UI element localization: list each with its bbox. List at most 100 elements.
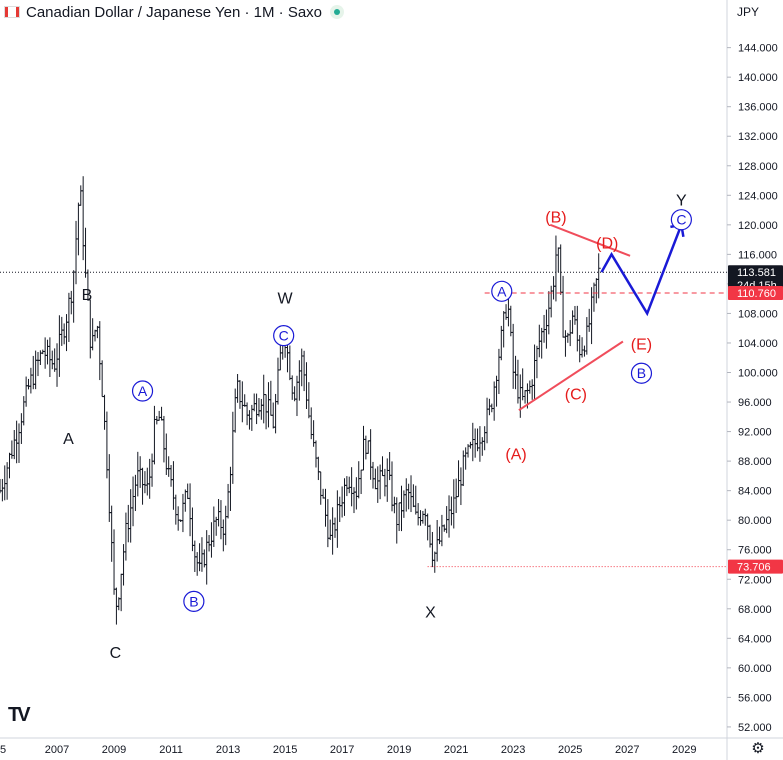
ohlc-bar — [169, 465, 174, 487]
ohlc-bar — [254, 393, 259, 425]
ohlc-bar — [435, 519, 440, 562]
y-tick-label: 76.000 — [738, 545, 772, 557]
ohlc-bar — [62, 323, 67, 345]
ohlc-bar — [109, 505, 114, 562]
ohlc-bar — [594, 278, 599, 304]
ohlc-bar — [218, 500, 223, 540]
ohlc-bar — [17, 423, 22, 463]
ohlc-bar — [430, 531, 435, 568]
wave-label-circle — [131, 380, 154, 402]
ohlc-bar — [420, 510, 425, 524]
ohlc-bar — [589, 287, 594, 345]
wave-label: (E) — [631, 336, 652, 353]
y-tick-label: 100.000 — [738, 368, 778, 380]
wave-label: W — [278, 291, 294, 308]
ohlc-bar — [447, 495, 452, 538]
ohlc-bar — [556, 247, 561, 273]
y-tick-label: 72.000 — [738, 574, 772, 586]
ohlc-bar — [572, 305, 577, 325]
current-price-tag-value: 113.581 — [737, 267, 776, 279]
ohlc-bar — [506, 295, 511, 327]
symbol-title[interactable]: Canadian Dollar / Japanese Yen · 1M · Sa… — [26, 3, 323, 21]
ohlc-bar — [90, 318, 95, 351]
ohlc-bar — [596, 253, 601, 299]
y-tick-label: 108.000 — [738, 308, 778, 320]
ohlc-bar — [147, 458, 152, 499]
x-tick-label: 2023 — [501, 744, 525, 756]
ohlc-bar — [584, 317, 589, 355]
y-tick-label: 136.000 — [738, 102, 778, 114]
ohlc-bar — [553, 235, 558, 302]
ohlc-bar — [313, 440, 318, 468]
ohlc-bar — [204, 530, 209, 585]
x-tick-label: 2025 — [558, 744, 582, 756]
ohlc-bar — [131, 476, 136, 527]
ohlc-bar — [458, 467, 463, 506]
wave-label: (B) — [545, 209, 566, 226]
settings-icon[interactable]: ⚙ — [751, 740, 765, 757]
wave-label: X — [425, 604, 436, 621]
ohlc-bar — [138, 456, 143, 488]
ohlc-bars — [0, 176, 601, 625]
ohlc-bar — [12, 430, 17, 460]
ohlc-bar — [332, 517, 337, 538]
ohlc-bar — [157, 410, 162, 421]
ohlc-bar — [74, 220, 79, 285]
ohlc-bar — [499, 325, 504, 361]
ohlc-bar — [423, 508, 428, 526]
ohlc-bar — [392, 496, 397, 514]
ohlc-bar — [551, 276, 556, 300]
ohlc-bar — [487, 398, 492, 416]
ohlc-bar — [549, 285, 554, 318]
y-tick-label: 124.000 — [738, 190, 778, 202]
ohlc-bar — [496, 348, 501, 395]
canada-flag-icon — [4, 6, 20, 18]
ohlc-bar — [261, 374, 266, 424]
wave-label: A — [138, 383, 148, 399]
trendline — [518, 340, 624, 412]
ohlc-bar — [66, 292, 71, 342]
ohlc-bar — [176, 506, 181, 531]
ohlc-bar — [100, 360, 105, 398]
ohlc-bar — [539, 327, 544, 359]
ohlc-bar — [390, 461, 395, 512]
x-tick-label: 05 — [0, 744, 6, 756]
ohlc-bar — [342, 478, 347, 516]
ohlc-bar — [518, 374, 523, 418]
y-tick-label: 144.000 — [738, 43, 778, 55]
ohlc-bar — [454, 478, 459, 513]
x-tick-label: 2007 — [45, 744, 69, 756]
ohlc-bar — [247, 410, 252, 430]
low-level-tag-value: 73.706 — [737, 562, 771, 574]
wave-label: (D) — [596, 235, 618, 252]
ohlc-bar — [128, 489, 133, 543]
ohlc-bar — [591, 282, 596, 312]
ohlc-bar — [81, 176, 86, 261]
ohlc-bar — [373, 468, 378, 490]
ohlc-bar — [382, 468, 387, 497]
ohlc-bar — [240, 381, 245, 423]
ohlc-bar — [142, 471, 147, 494]
ohlc-bar — [173, 494, 178, 525]
y-tick-label: 120.000 — [738, 220, 778, 232]
ohlc-bar — [463, 447, 468, 470]
ohlc-bar — [45, 339, 50, 365]
y-tick-label: 64.000 — [738, 633, 772, 645]
ohlc-bar — [192, 540, 197, 572]
currency-button[interactable]: JPY — [736, 5, 759, 19]
ohlc-bar — [416, 503, 421, 526]
ohlc-bar — [221, 519, 226, 552]
x-tick-label: 2011 — [159, 744, 183, 756]
ohlc-bar — [268, 380, 273, 416]
ohlc-bar — [532, 344, 537, 401]
ohlc-bar — [38, 350, 43, 366]
ohlc-bar — [361, 425, 366, 471]
ohlc-bar — [439, 514, 444, 547]
wave-label: C — [110, 645, 122, 662]
ohlc-bar — [112, 529, 117, 595]
wave-label: A — [63, 431, 74, 448]
ohlc-bar — [190, 507, 195, 552]
ohlc-bar — [470, 422, 475, 462]
x-tick-label: 2017 — [330, 744, 354, 756]
